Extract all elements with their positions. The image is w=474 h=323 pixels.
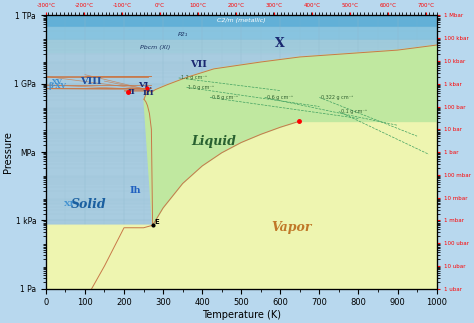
Text: II: II: [128, 88, 136, 96]
Text: 1.2 g cm⁻³: 1.2 g cm⁻³: [181, 76, 207, 80]
Text: XI: XI: [64, 201, 74, 208]
Text: 0.1 g cm⁻³: 0.1 g cm⁻³: [341, 109, 367, 114]
Text: P2₁: P2₁: [177, 32, 188, 37]
Text: VI: VI: [138, 81, 148, 89]
X-axis label: Temperature (K): Temperature (K): [202, 310, 281, 320]
Text: Liquid: Liquid: [191, 135, 237, 148]
Text: X: X: [275, 37, 285, 50]
Text: β-XV: β-XV: [49, 82, 66, 90]
Polygon shape: [46, 225, 153, 323]
Text: Solid: Solid: [71, 198, 107, 211]
Text: III: III: [143, 89, 154, 97]
Text: C2/m (metallic): C2/m (metallic): [217, 18, 265, 23]
Text: 0.8 g cm⁻³: 0.8 g cm⁻³: [212, 95, 238, 100]
Text: VII: VII: [190, 60, 207, 69]
Text: Pbcm (XI): Pbcm (XI): [140, 45, 171, 50]
Text: 0.322 g cm⁻³: 0.322 g cm⁻³: [321, 95, 354, 100]
Text: 1.0 g cm⁻³: 1.0 g cm⁻³: [189, 85, 215, 90]
Text: E: E: [155, 219, 159, 225]
Polygon shape: [46, 121, 437, 289]
Text: 0.6 g cm⁻³: 0.6 g cm⁻³: [267, 95, 292, 100]
Text: VIII: VIII: [80, 78, 101, 87]
Text: Ih: Ih: [129, 186, 141, 195]
Polygon shape: [144, 45, 437, 225]
Text: V: V: [144, 86, 151, 94]
Y-axis label: Pressure: Pressure: [3, 131, 13, 173]
Text: Vapor: Vapor: [272, 221, 312, 234]
Text: XV: XV: [52, 78, 63, 86]
